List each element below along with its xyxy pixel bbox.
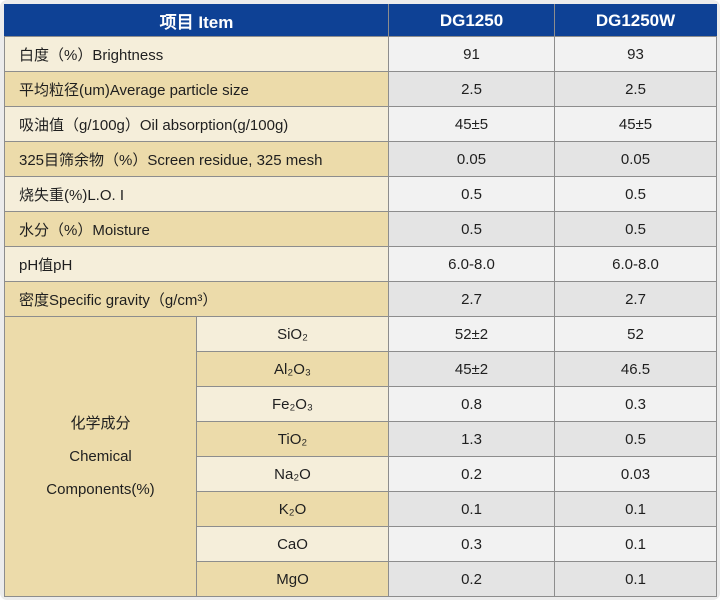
value-dg1250w: 0.5 [554,176,717,212]
table-row: MgO 0.2 0.1 [5,561,717,597]
chem-label-line: Chemical [69,448,132,465]
value-dg1250w: 6.0-8.0 [554,246,717,282]
chem-label-line: Components(%) [46,481,155,498]
header-row: 项目 Item DG1250 DG1250W [4,4,717,37]
value-dg1250w: 0.1 [554,526,717,562]
formula-label: Al₂O₃ [196,351,389,387]
value-dg1250w: 0.1 [554,561,717,597]
formula-label: TiO₂ [196,421,389,457]
value-dg1250w: 93 [554,36,717,72]
value-dg1250: 0.1 [388,491,555,527]
value-dg1250: 0.2 [388,561,555,597]
value-dg1250w: 2.5 [554,71,717,107]
value-dg1250w: 0.1 [554,491,717,527]
table-row: Na₂O 0.2 0.03 [5,456,717,492]
formula-label: CaO [196,526,389,562]
value-dg1250: 0.5 [388,176,555,212]
value-dg1250: 2.5 [388,71,555,107]
value-dg1250w: 0.05 [554,141,717,177]
column-header-item: 项目 Item [4,4,389,37]
value-dg1250: 6.0-8.0 [388,246,555,282]
table-row: K₂O 0.1 0.1 [5,491,717,527]
table-row: 吸油值（g/100g）Oil absorption(g/100g) 45±5 4… [4,106,717,142]
property-label: 密度Specific gravity（g/cm³） [4,281,389,317]
formula-label: Fe₂O₃ [196,386,389,422]
formula-label: SiO₂ [196,316,389,352]
property-label: 水分（%）Moisture [4,211,389,247]
table-row: 水分（%）Moisture 0.5 0.5 [4,211,717,247]
value-dg1250w: 46.5 [554,351,717,387]
chem-label-line: 化学成分 [70,415,131,432]
property-label: 烧失重(%)L.O. I [4,176,389,212]
property-label: pH值pH [4,246,389,282]
property-label: 白度（%）Brightness [4,36,389,72]
value-dg1250: 0.8 [388,386,555,422]
formula-label: Na₂O [196,456,389,492]
value-dg1250: 91 [388,36,555,72]
table-row: 325目筛余物（%）Screen residue, 325 mesh 0.05 … [4,141,717,177]
value-dg1250w: 0.5 [554,211,717,247]
spec-table: 项目 Item DG1250 DG1250W 白度（%）Brightness 9… [4,4,717,597]
formula-label: MgO [196,561,389,597]
table-row: pH值pH 6.0-8.0 6.0-8.0 [4,246,717,282]
value-dg1250w: 0.5 [554,421,717,457]
table-row: 烧失重(%)L.O. I 0.5 0.5 [4,176,717,212]
table-row: 化学成分 Chemical Components(%) SiO₂ 52±2 52 [4,316,717,597]
value-dg1250: 2.7 [388,281,555,317]
value-dg1250: 45±5 [388,106,555,142]
table-row: TiO₂ 1.3 0.5 [5,421,717,457]
value-dg1250w: 0.03 [554,456,717,492]
value-dg1250w: 45±5 [554,106,717,142]
table-row: Fe₂O₃ 0.8 0.3 [5,386,717,422]
value-dg1250: 0.2 [388,456,555,492]
value-dg1250: 1.3 [388,421,555,457]
value-dg1250w: 2.7 [554,281,717,317]
value-dg1250w: 0.3 [554,386,717,422]
value-dg1250: 0.05 [388,141,555,177]
value-dg1250: 0.3 [388,526,555,562]
value-dg1250w: 52 [554,316,717,352]
formula-label: K₂O [196,491,389,527]
property-label: 吸油值（g/100g）Oil absorption(g/100g) [4,106,389,142]
value-dg1250: 52±2 [388,316,555,352]
table-row: Al₂O₃ 45±2 46.5 [5,351,717,387]
column-header-dg1250: DG1250 [388,4,555,37]
value-dg1250: 0.5 [388,211,555,247]
chemical-components-group-label: 化学成分 Chemical Components(%) [4,316,197,597]
property-label: 平均粒径(um)Average particle size [4,71,389,107]
property-label: 325目筛余物（%）Screen residue, 325 mesh [4,141,389,177]
table-row: 白度（%）Brightness 91 93 [4,36,717,72]
column-header-dg1250w: DG1250W [554,4,717,37]
table-row: 密度Specific gravity（g/cm³） 2.7 2.7 [4,281,717,317]
table-row: 平均粒径(um)Average particle size 2.5 2.5 [4,71,717,107]
value-dg1250: 45±2 [388,351,555,387]
